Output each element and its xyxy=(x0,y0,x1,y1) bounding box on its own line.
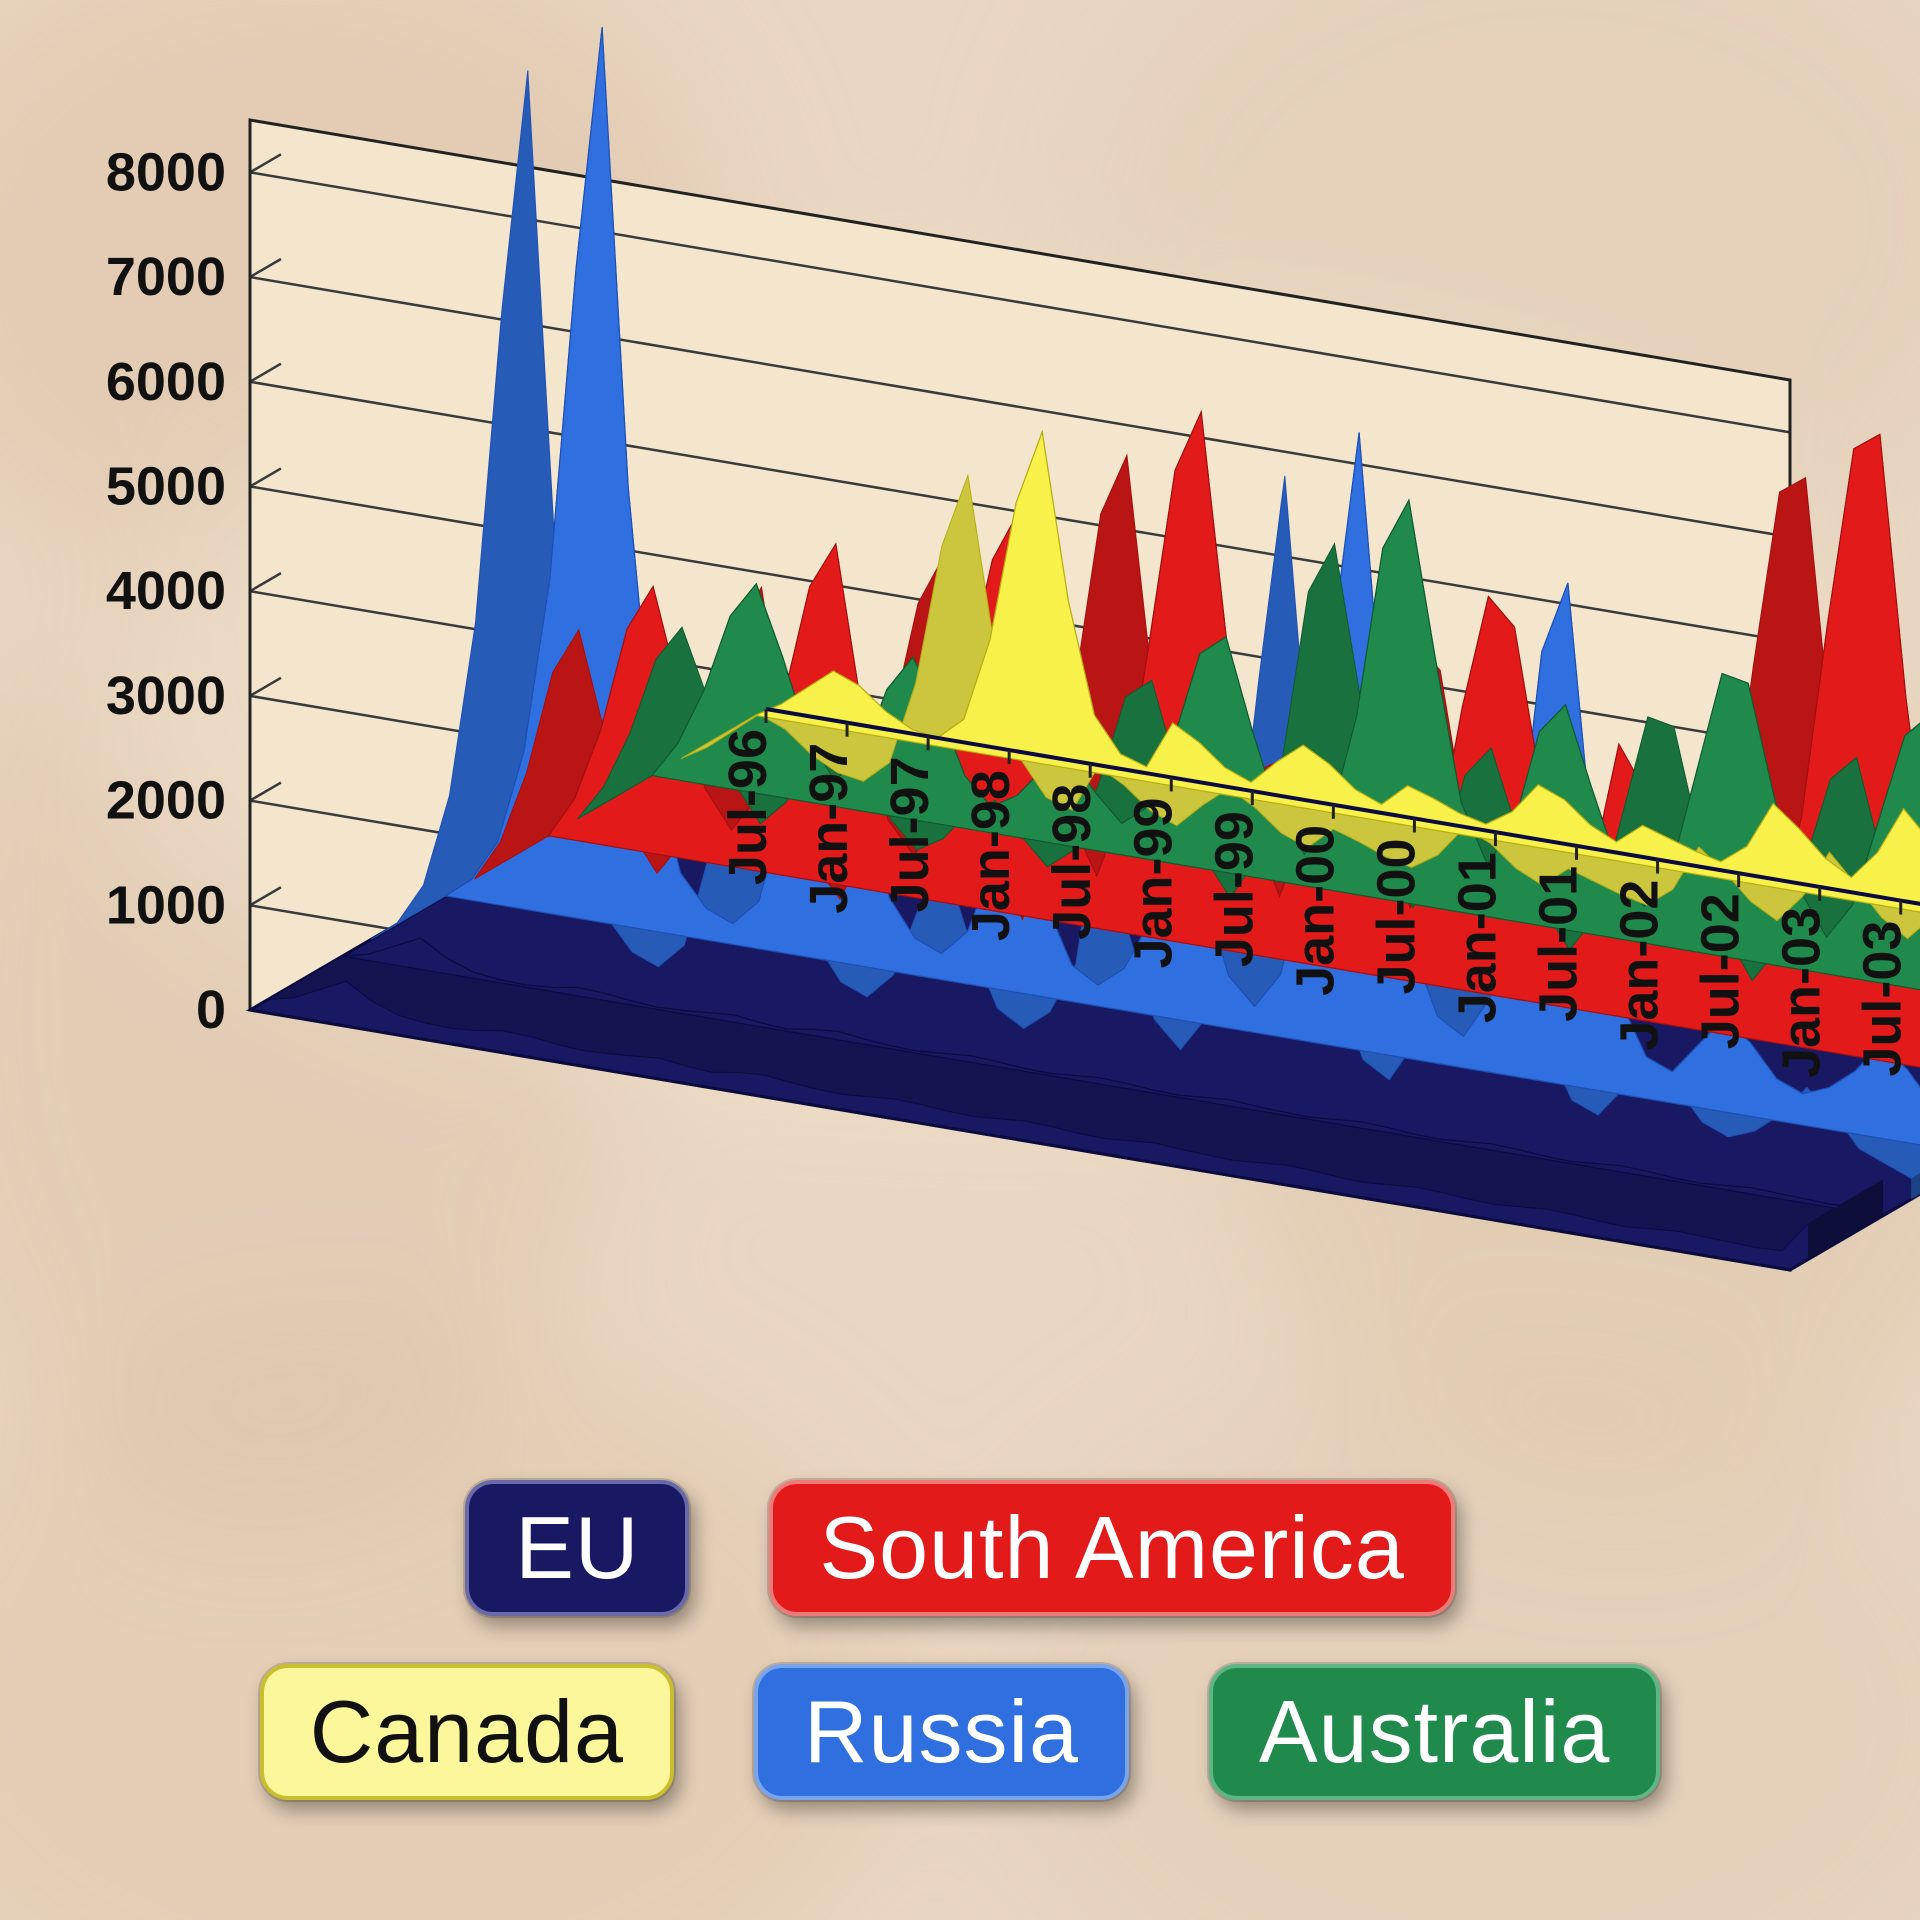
x-tick-label: Jul-98 xyxy=(1042,784,1102,940)
y-tick-label: 2000 xyxy=(106,771,226,831)
x-tick-label: Jan-02 xyxy=(1610,880,1670,1051)
x-tick-label: Jan-03 xyxy=(1772,907,1832,1078)
x-tick-label: Jul-97 xyxy=(880,756,940,912)
y-tick-label: 4000 xyxy=(106,561,226,621)
y-tick-label: 8000 xyxy=(106,142,226,202)
stage: { "canvas": { "w": 1920, "h": 1920 }, "b… xyxy=(0,0,1920,1920)
y-tick-label: 0 xyxy=(196,980,226,1040)
y-tick-label: 1000 xyxy=(106,875,226,935)
x-tick-label: Jul-02 xyxy=(1691,893,1751,1049)
x-tick-label: Jul-01 xyxy=(1529,866,1589,1022)
x-tick-label: Jan-99 xyxy=(1123,797,1183,968)
legend-swatch-australia: Australia xyxy=(1209,1664,1660,1800)
legend-swatch-eu: EU xyxy=(465,1480,689,1616)
x-tick-label: Jan-00 xyxy=(1285,825,1345,996)
legend-row: Canada Russia Australia xyxy=(260,1664,1661,1800)
legend-swatch-russia: Russia xyxy=(754,1664,1129,1800)
y-tick-label: 6000 xyxy=(106,352,226,412)
x-tick-label: Jul-00 xyxy=(1366,838,1426,994)
legend-row: EU South America xyxy=(465,1480,1455,1616)
legend-swatch-canada: Canada xyxy=(260,1664,674,1800)
y-tick-label: 7000 xyxy=(106,247,226,307)
x-tick-label: Jan-97 xyxy=(799,743,859,914)
x-tick-label: Jul-03 xyxy=(1853,921,1913,1077)
y-tick-label: 5000 xyxy=(106,456,226,516)
y-tick-label: 3000 xyxy=(106,666,226,726)
x-tick-label: Jan-98 xyxy=(961,770,1021,941)
x-tick-label: Jan-01 xyxy=(1447,852,1507,1023)
legend-swatch-s_america: South America xyxy=(769,1480,1454,1616)
x-tick-label: Jul-96 xyxy=(718,729,778,885)
chart-legend: EU South America Canada Russia Australia xyxy=(0,1480,1920,1800)
x-tick-label: Jul-99 xyxy=(1204,811,1264,967)
